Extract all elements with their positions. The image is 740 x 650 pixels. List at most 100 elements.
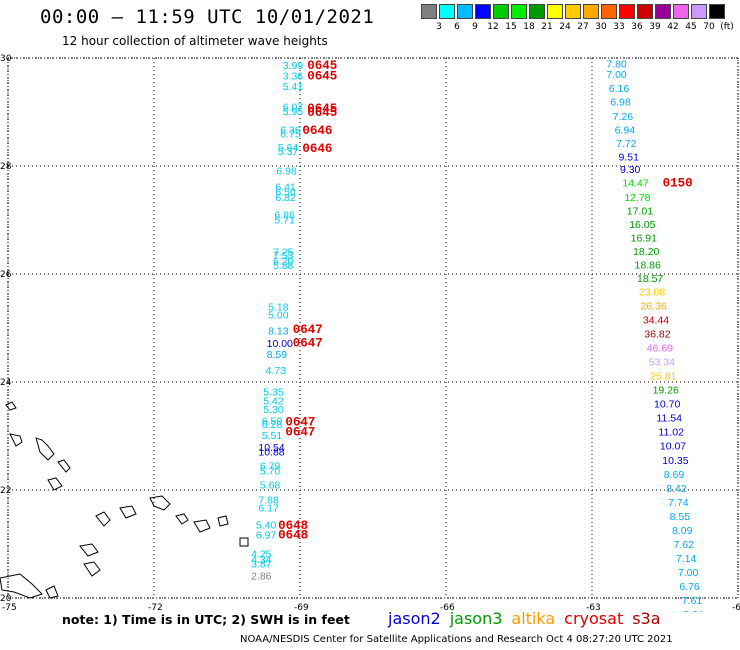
wave-height-label: 53.34 [649,356,675,368]
color-swatch [493,4,509,19]
wave-height-label: 6.82 [275,192,296,204]
wave-height-label: 3.87 [251,558,272,570]
coastline [35,437,55,461]
wave-height-label: 6.07 [283,102,304,114]
wave-height-label: 25.81 [650,371,676,383]
wave-height-label: 10.00 [267,338,293,350]
wave-height-label: 5.18 [268,301,289,313]
wave-height-label: 36.82 [644,328,670,340]
wave-height-label: 6.41 [275,182,296,194]
color-swatch [565,4,581,19]
wave-height-label: 11.54 [656,413,682,425]
wave-height-label: 6.98 [610,97,631,109]
color-scale-label: 3 [436,22,442,32]
coastline [79,543,99,557]
color-scale-label: 27 [577,22,589,32]
wave-height-label: 6.17 [258,502,279,514]
coastline [5,401,17,411]
coastline [0,573,43,599]
wave-height-label: 7.00 [606,69,627,81]
wave-height-label: 23.08 [639,286,665,298]
wave-height-label: 8.09 [672,525,693,537]
coastline [119,505,137,519]
satellite-cryosat: cryosat [564,609,624,628]
time-label: 0647 [293,323,323,337]
color-scale-label: 6 [454,22,460,32]
wave-height-label: 6.59 [262,415,283,427]
wave-height-label: 6.75 [280,129,301,141]
wave-height-label: 14.47 [622,178,648,190]
color-swatch [655,4,671,19]
coastline [9,433,23,447]
wave-height-label: 19.26 [653,385,679,397]
time-label: 0646 [302,124,332,138]
coastline [239,537,249,547]
coastline [95,511,111,527]
wave-height-label: 6.98 [276,165,297,177]
time-label: 0645 [307,59,337,73]
wave-height-label: 5.68 [260,480,281,492]
coastline [193,519,211,533]
color-swatch [421,4,437,19]
color-swatch [547,4,563,19]
y-tick-label: 30 [0,54,12,64]
time-label: 0645 [307,102,337,116]
y-tick-label: 24 [0,378,12,388]
color-scale-label: 9 [472,22,478,32]
coastline [45,585,59,599]
color-swatch [691,4,707,19]
wave-height-label: 6.76 [679,581,700,593]
color-scale-label: 15 [505,22,517,32]
wave-height-label: 5.51 [262,430,283,442]
wave-height-label: 6.16 [609,83,630,95]
color-scale-label: 33 [613,22,625,32]
page-title: 00:00 – 11:59 UTC 10/01/2021 [40,6,375,28]
coastline [47,477,63,491]
wave-height-label: 10.35 [662,455,688,467]
color-scale [421,4,727,19]
wave-height-label: 5.70 [260,466,281,478]
coastline [83,561,101,577]
y-tick-label: 22 [0,486,11,496]
time-label: 0647 [285,426,315,440]
page-subtitle: 12 hour collection of altimeter wave hei… [62,34,328,48]
color-swatch [673,4,689,19]
coastline [57,459,71,473]
color-scale-label: 30 [595,22,607,32]
wave-height-label: 7.14 [676,553,697,565]
satellite-jason3: jason3 [449,609,503,628]
x-tick-label: -66 [440,603,455,612]
credit-line: NOAA/NESDIS Center for Satellite Applica… [240,634,673,645]
wave-height-label: 8.24 [683,609,704,612]
wave-height-label: 3.36 [283,70,304,82]
wave-height-label: 46.69 [647,342,673,354]
coastline [175,513,189,525]
wave-height-label: 5.71 [274,214,295,226]
time-label: 0648 [278,519,308,533]
color-swatch [511,4,527,19]
coastline [217,515,229,527]
wave-height-label: 2.86 [251,570,272,582]
x-tick-label: -63 [586,603,601,612]
wave-height-label: 5.00 [268,310,289,322]
wave-height-label: 11.02 [658,427,684,439]
time-label: 0645 [307,106,337,120]
color-swatch [439,4,455,19]
color-scale-label: 21 [541,22,553,32]
wave-height-label: 18.20 [633,246,659,258]
x-tick-label: -72 [148,603,163,612]
wave-height-label: 6.20 [273,256,294,268]
color-scale-label: 36 [631,22,643,32]
wave-height-label: 4.25 [251,549,272,561]
x-tick-label: -60 [732,603,740,612]
color-scale-label: (ft) [720,22,734,32]
color-swatch [709,4,725,19]
wave-height-label: 4.34 [251,554,272,566]
wave-height-label: 34.44 [643,314,669,326]
wave-height-label: 5.41 [283,81,304,93]
wave-height-label: 7.80 [606,58,627,70]
wave-height-label: 6.28 [262,419,283,431]
wave-height-label: 5.30 [263,404,284,416]
footer-note: note: 1) Time is in UTC; 2) SWH is in fe… [62,612,350,627]
color-swatch [637,4,653,19]
